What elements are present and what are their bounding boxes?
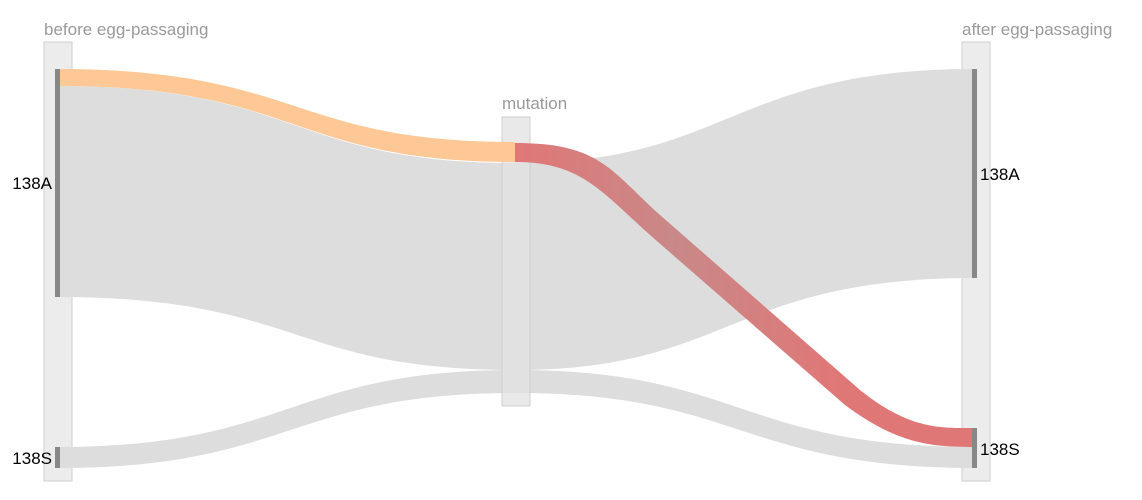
node-label-after-138S: 138S (980, 440, 1020, 459)
node-bar-after-138S[interactable] (972, 428, 977, 468)
node-bar-after-138A[interactable] (972, 69, 977, 278)
column-title-before: before egg-passaging (44, 20, 208, 39)
node-label-before-138S: 138S (12, 449, 52, 468)
axis-column-mutation (501, 116, 531, 407)
node-bar-before-138A[interactable] (55, 69, 60, 297)
link-138A-mutation-orange[interactable] (57, 69, 515, 162)
node-bar-before-138S[interactable] (55, 447, 60, 468)
column-title-after: after egg-passaging (962, 20, 1112, 39)
node-label-after-138A: 138A (980, 165, 1020, 184)
column-title-mutation: mutation (502, 94, 567, 113)
link-mutation-to-138S-red[interactable] (515, 143, 975, 447)
node-label-before-138A: 138A (12, 174, 52, 193)
